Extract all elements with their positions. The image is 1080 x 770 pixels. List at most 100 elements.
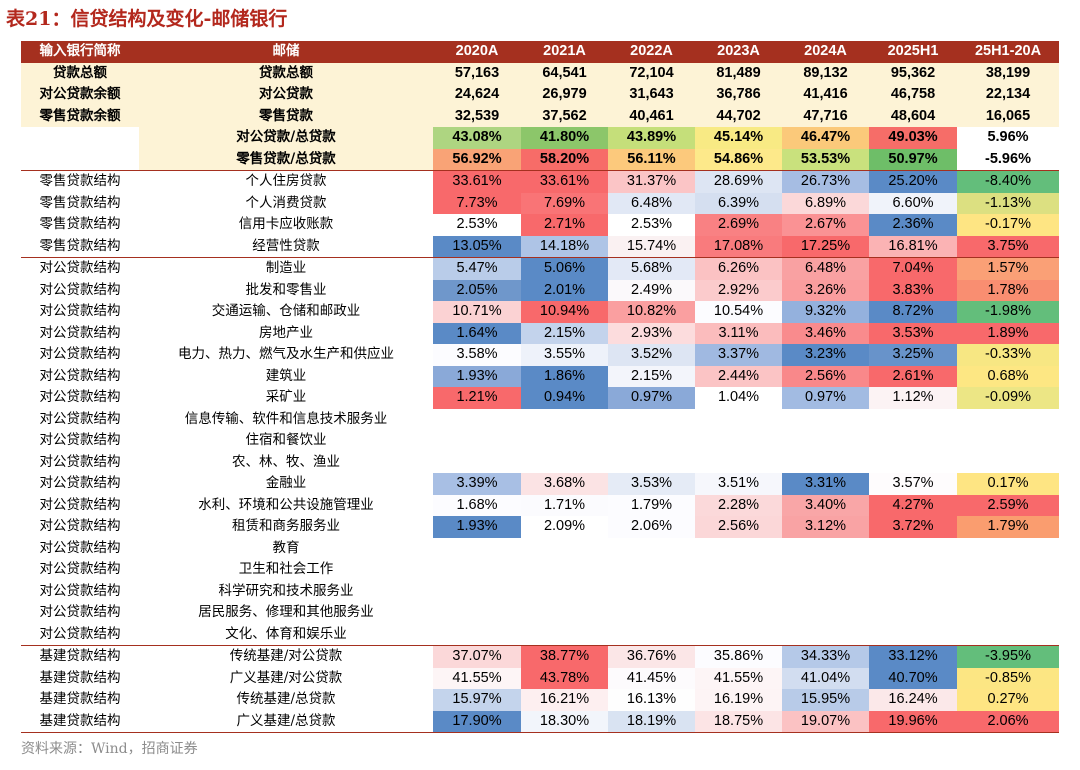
value-cell — [521, 409, 608, 431]
value-cell: 6.26% — [695, 258, 782, 280]
row-category-label: 对公贷款结构 — [39, 518, 121, 534]
value-cell: 37,562 — [542, 107, 587, 124]
table-row: 零售贷款/总贷款 56.92% 58.20% 56.11% 54.86% 53.53% 50… — [21, 148, 1059, 170]
value-cell: 33.61% — [433, 171, 521, 193]
value-cell: 56.92% — [433, 148, 521, 170]
table-row: 对公贷款结构 科学研究和技术服务业 — [21, 581, 1059, 603]
row-category-label: 对公贷款结构 — [39, 346, 121, 362]
value-cell: 58.20% — [521, 148, 608, 170]
value-cell: 3.75% — [957, 235, 1059, 257]
row-item-label: 制造业 — [265, 260, 307, 276]
value-cell: 16.81% — [869, 235, 957, 257]
value-cell: 1.79% — [957, 516, 1059, 538]
value-cell: 3.40% — [782, 494, 869, 516]
value-cell: 2.15% — [608, 365, 695, 387]
row-category-label: 对公贷款结构 — [39, 260, 121, 276]
row-item-label: 零售贷款 — [259, 107, 313, 124]
value-cell: 37.07% — [433, 646, 521, 668]
row-category-label: 基建贷款结构 — [39, 648, 121, 664]
value-cell: 1.12% — [869, 387, 957, 409]
value-cell: 7.04% — [869, 258, 957, 280]
value-cell: 36.76% — [608, 646, 695, 668]
row-item-label: 科学研究和技术服务业 — [218, 582, 354, 599]
value-cell: 3.83% — [869, 279, 957, 301]
value-cell — [521, 559, 608, 581]
value-cell: 24,624 — [454, 86, 500, 102]
value-cell: 17.08% — [695, 235, 782, 257]
value-cell: 2.36% — [869, 214, 957, 236]
table-header: 输入银行简称 邮储 2020A 2021A 2022A 2023A 2024A 2025H1 2… — [21, 41, 1059, 63]
value-cell: 10.82% — [608, 301, 695, 323]
value-cell: 2.06% — [957, 710, 1059, 732]
value-cell: 3.23% — [782, 344, 869, 366]
value-cell: 18.30% — [521, 710, 608, 732]
row-item-label: 房地产业 — [259, 324, 313, 341]
row-category-label: 对公贷款结构 — [39, 604, 121, 620]
value-cell — [957, 430, 1059, 452]
value-cell: 2.71% — [521, 214, 608, 236]
table-row: 贷款总额 贷款总额 57,163 64,541 72,104 81,489 89,132 95… — [21, 62, 1059, 84]
table-row: 对公贷款结构 建筑业 1.93% 1.86% 2.15% 2.44% 2.56% 2.61% 0… — [21, 365, 1059, 387]
table-row: 对公贷款结构 水利、环境和公共设施管理业 1.68% 1.71% 1.79% 2.28% 3… — [21, 494, 1059, 516]
value-cell — [521, 602, 608, 624]
row-category-label: 零售贷款结构 — [39, 237, 121, 254]
value-cell — [433, 538, 521, 560]
table-row: 对公贷款结构 房地产业 1.64% 2.15% 2.93% 3.11% 3.46% 3.53%… — [21, 322, 1059, 344]
value-cell: 2.44% — [695, 365, 782, 387]
value-cell: 35.86% — [695, 646, 782, 668]
value-cell — [957, 602, 1059, 624]
value-cell: 18.75% — [695, 710, 782, 732]
value-cell: 26.73% — [782, 171, 869, 193]
value-cell: 10.54% — [695, 301, 782, 323]
value-cell: 3.68% — [521, 473, 608, 495]
table-row: 基建贷款结构 传统基建/总贷款 15.97% 16.21% 16.13% 16.19% 15… — [21, 689, 1059, 711]
value-cell: 1.93% — [433, 365, 521, 387]
value-cell: 1.89% — [957, 322, 1059, 344]
row-item-label: 零售贷款/总贷款 — [236, 150, 336, 167]
value-cell: 3.25% — [869, 344, 957, 366]
value-cell — [608, 624, 695, 646]
row-category-label: 贷款总额 — [53, 64, 107, 81]
row-category-label: 对公贷款结构 — [39, 281, 121, 298]
value-cell: 31.37% — [608, 171, 695, 193]
value-cell: 1.93% — [433, 516, 521, 538]
row-item-label: 批发和零售业 — [245, 281, 327, 298]
value-cell — [695, 624, 782, 646]
row-item-label: 广义基建/总贷款 — [236, 712, 336, 729]
value-cell: 18.19% — [608, 710, 695, 732]
value-cell: 3.37% — [695, 344, 782, 366]
value-cell: 17.90% — [433, 710, 521, 732]
value-cell: 15.95% — [782, 689, 869, 711]
table-row: 基建贷款结构 广义基建/对公贷款 41.55% 43.78% 41.45% 41.55% 4… — [21, 667, 1059, 689]
value-cell — [521, 581, 608, 603]
value-cell: 1.71% — [521, 494, 608, 516]
value-cell — [957, 559, 1059, 581]
row-item-label: 采矿业 — [265, 389, 307, 405]
row-category-label: 零售贷款结构 — [39, 194, 121, 211]
value-cell: 13.05% — [433, 235, 521, 257]
value-cell — [695, 559, 782, 581]
value-cell: 44,702 — [716, 107, 761, 124]
value-cell: 2.28% — [695, 494, 782, 516]
value-cell — [957, 581, 1059, 603]
row-item-label: 对公贷款/总贷款 — [236, 129, 336, 145]
value-cell: 28.69% — [695, 171, 782, 193]
value-cell: 0.17% — [957, 473, 1059, 495]
value-cell: 10.71% — [433, 301, 521, 323]
value-cell — [869, 452, 957, 474]
value-cell: 3.31% — [782, 473, 869, 495]
value-cell: 46.47% — [782, 127, 869, 149]
value-cell — [608, 559, 695, 581]
value-cell: 2.61% — [869, 365, 957, 387]
value-cell — [521, 430, 608, 452]
row-item-label: 文化、体育和娱乐业 — [225, 625, 347, 642]
table-row: 对公贷款余额 对公贷款 24,624 26,979 31,643 36,786 41,416… — [21, 84, 1059, 106]
row-category-label: 对公贷款结构 — [39, 561, 121, 577]
row-category-label: 零售贷款余额 — [39, 107, 121, 124]
value-cell: 2.49% — [608, 279, 695, 301]
credit-structure-table: 输入银行简称 邮储 2020A 2021A 2022A 2023A 2024A 2025H1 2… — [21, 41, 1059, 733]
value-cell — [695, 538, 782, 560]
value-cell — [869, 538, 957, 560]
value-cell — [433, 452, 521, 474]
value-cell — [782, 581, 869, 603]
